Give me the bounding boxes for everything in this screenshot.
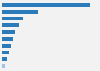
Bar: [2, 51, 9, 54]
Bar: [2, 3, 90, 7]
Bar: [2, 58, 7, 61]
Bar: [2, 64, 5, 68]
Bar: [2, 17, 23, 20]
Bar: [2, 23, 19, 27]
Bar: [2, 10, 38, 13]
Bar: [2, 37, 13, 41]
Bar: [2, 44, 11, 48]
Bar: [2, 30, 15, 34]
